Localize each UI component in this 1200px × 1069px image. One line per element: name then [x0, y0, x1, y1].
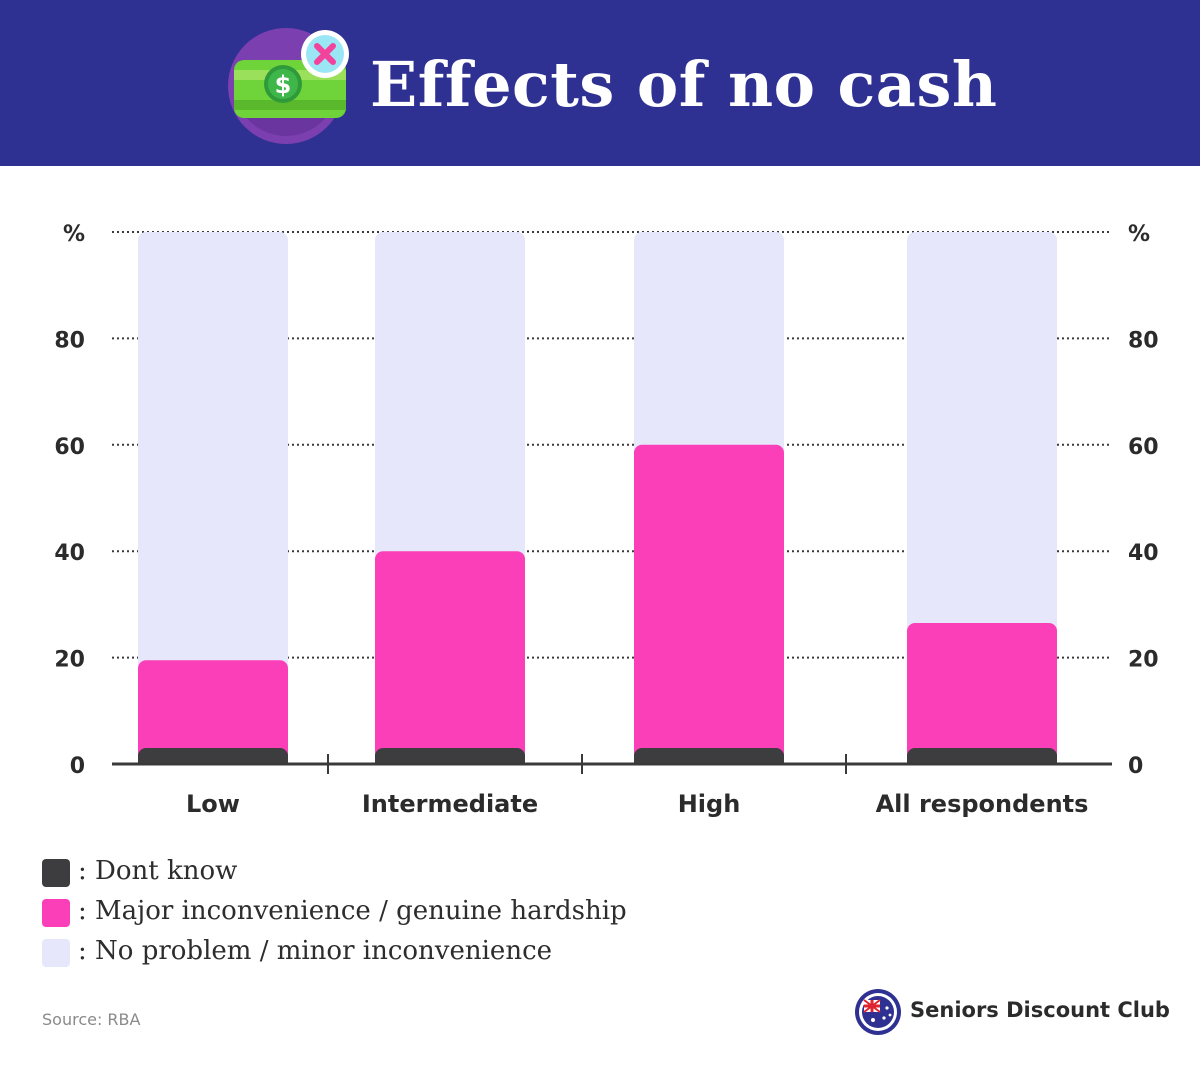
stacked-bar-chart: 0 0 20 20 40 40 60 60 80 80% % Low Intermediate High A…: [54, 222, 1159, 818]
page-title: Effects of no cash: [370, 48, 998, 121]
legend-label-major-inconvenience: Major inconvenience / genuine hardship: [95, 896, 627, 926]
y-tick-label-left: 80: [54, 328, 85, 353]
x-tick-label: Intermediate: [362, 790, 538, 818]
bar-segment: [138, 660, 288, 764]
bar-segment-base: [907, 754, 1057, 764]
y-tick-label-right: 60: [1128, 435, 1159, 460]
x-tick-label: Low: [186, 790, 240, 818]
bar-segment: [138, 232, 288, 764]
legend-separator: :: [78, 896, 96, 926]
bar-segment-base: [634, 754, 784, 764]
y-tick-label-left: 60: [54, 435, 85, 460]
brand-name: Seniors Discount Club: [910, 998, 1170, 1022]
y-tick-label-left: 20: [54, 648, 85, 673]
bar-segment-base: [375, 754, 525, 764]
bar-segment: [375, 551, 525, 764]
y-tick-label-left: %: [63, 222, 85, 247]
y-tick-label-left: 0: [70, 754, 85, 779]
legend-swatch-no-problem: [42, 939, 70, 967]
y-tick-label-left: 40: [54, 541, 85, 566]
bar-segment: [634, 444, 784, 764]
legend-separator: :: [78, 856, 96, 886]
y-tick-label-right: 80: [1128, 328, 1159, 353]
svg-text:$: $: [275, 71, 292, 99]
bar-segment: [907, 623, 1057, 764]
legend-swatch-major-inconvenience: [42, 899, 70, 927]
legend-separator: :: [78, 936, 96, 966]
legend-label-dont-know: Dont know: [95, 856, 238, 886]
bar-segment-base: [138, 754, 288, 764]
legend-label-no-problem: No problem / minor inconvenience: [95, 936, 553, 966]
y-tick-label-right: 40: [1128, 541, 1159, 566]
y-tick-label-right: 0: [1128, 754, 1143, 779]
australia-flag-logo-icon: [855, 989, 901, 1035]
y-tick-label-right: 20: [1128, 648, 1159, 673]
legend-swatch-dont-know: [42, 859, 70, 887]
header-banner: $ Effects of no cash: [0, 0, 1200, 166]
no-cash-money-icon: $: [228, 28, 349, 144]
x-tick-label: High: [678, 790, 741, 818]
y-tick-label-right: %: [1128, 222, 1150, 247]
x-tick-label: All respondents: [876, 790, 1089, 818]
source-note: Source: RBA: [42, 1010, 141, 1029]
